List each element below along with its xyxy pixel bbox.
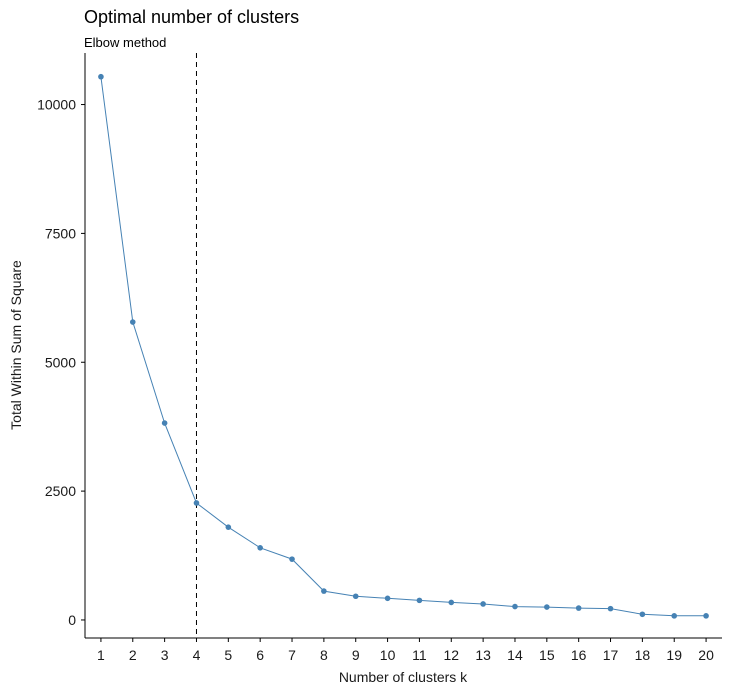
data-point-k1 [98,73,104,80]
y-tick-label: 5000 [45,354,76,370]
x-tick-label: 8 [320,647,328,663]
x-tick-label: 13 [475,647,491,663]
data-point-k12 [448,599,455,606]
data-point-k7 [289,556,295,562]
y-axis-label: Total Within Sum of Square [8,260,24,430]
data-point-k8 [321,588,327,594]
series-line [100,76,707,617]
x-tick-label: 15 [539,647,555,663]
x-tick-label: 16 [571,647,587,663]
data-point-k6 [257,545,263,551]
x-tick-label: 14 [507,647,523,663]
data-point-k4 [193,500,200,506]
data-point-k3 [161,420,168,426]
data-point-k11 [416,597,423,604]
y-tick-label: 10000 [37,97,76,113]
x-tick-label: 5 [224,647,232,663]
x-tick-label: 4 [193,647,201,663]
y-tick-label: 2500 [45,483,76,499]
data-point-k5 [225,524,232,530]
x-tick-label: 9 [352,647,360,663]
x-tick-label: 6 [256,647,264,663]
x-tick-label: 19 [666,647,682,663]
x-tick-label: 17 [603,647,619,663]
data-point-k13 [480,601,486,607]
x-tick-label: 3 [161,647,169,663]
x-tick-label: 2 [129,647,137,663]
chart-subtitle: Elbow method [84,35,166,50]
data-point-k14 [512,603,518,610]
plot-area [98,53,709,638]
x-tick-label: 7 [288,647,296,663]
y-tick-label: 0 [68,612,76,628]
x-axis-label: Number of clusters k [339,669,468,685]
data-point-k17 [607,605,614,612]
x-tick-label: 1 [97,647,105,663]
data-point-k2 [129,319,136,325]
data-point-k15 [544,604,550,610]
y-axis-ticks: 0 2500 5000 7500 10000 [37,97,85,628]
x-tick-label: 10 [380,647,396,663]
x-tick-label: 11 [412,647,427,663]
data-point-k19 [671,613,678,619]
x-tick-label: 18 [635,647,651,663]
x-tick-label: 20 [698,647,714,663]
data-point-k9 [352,593,359,600]
y-tick-label: 7500 [45,225,76,241]
x-axis-ticks: 1 2 3 4 5 6 7 8 9 10 11 12 13 14 15 16 17 18 19 20 [97,638,714,663]
chart-title: Optimal number of clusters [84,7,299,27]
data-point-k18 [639,611,646,618]
data-point-k16 [575,605,582,611]
data-point-k10 [384,595,391,602]
data-point-k20 [703,613,709,619]
x-tick-label: 12 [443,647,459,663]
